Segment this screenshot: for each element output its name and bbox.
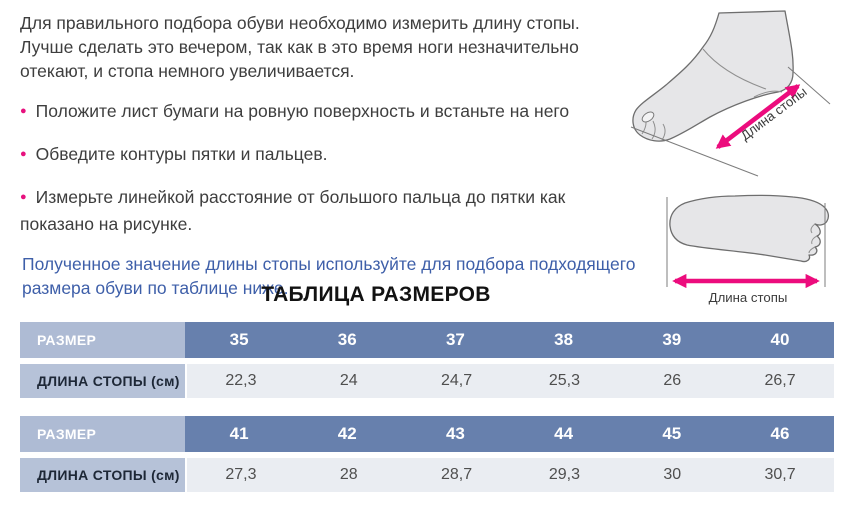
size-cell: 44 bbox=[509, 416, 618, 452]
foot-outline bbox=[632, 10, 794, 142]
list-item-text: Измерьте линейкой расстояние от большого… bbox=[20, 187, 566, 234]
length-cell: 24 bbox=[294, 364, 403, 398]
toenail bbox=[641, 111, 655, 123]
size-table-35-40: РАЗМЕР 35 36 37 38 39 40 ДЛИНА СТОПЫ (см… bbox=[20, 322, 835, 398]
bullet-icon: ● bbox=[20, 191, 27, 203]
length-cell: 29,3 bbox=[510, 458, 619, 492]
length-cell: 26,7 bbox=[726, 364, 834, 398]
bullet-icon: ● bbox=[20, 148, 27, 160]
foot-side-figure: Длина стопы bbox=[618, 5, 849, 185]
instructions-column: Для правильного подбора обуви необходимо… bbox=[20, 11, 652, 300]
list-item-text: Положите лист бумаги на ровную поверхнос… bbox=[35, 101, 570, 121]
size-cell: 38 bbox=[509, 322, 618, 358]
length-cell: 30,7 bbox=[726, 458, 834, 492]
size-header-row: РАЗМЕР 35 36 37 38 39 40 bbox=[20, 322, 835, 358]
length-cell: 28 bbox=[294, 458, 403, 492]
list-item-text: Обведите контуры пятки и пальцев. bbox=[35, 144, 328, 164]
note-paragraph: Полученное значение длины стопы использу… bbox=[22, 254, 636, 298]
length-cell: 27,3 bbox=[187, 458, 295, 492]
size-table-41-46: РАЗМЕР 41 42 43 44 45 46 ДЛИНА СТОПЫ (см… bbox=[20, 416, 835, 492]
list-item: ● Положите лист бумаги на ровную поверхно… bbox=[20, 99, 652, 126]
length-row: ДЛИНА СТОПЫ (см) 27,3 28 28,7 29,3 30 30… bbox=[20, 458, 834, 492]
size-table-title: ТАБЛИЦА РАЗМЕРОВ bbox=[261, 283, 491, 306]
size-cell: 39 bbox=[617, 322, 726, 358]
length-cell: 25,3 bbox=[510, 364, 619, 398]
size-cell: 43 bbox=[401, 416, 510, 452]
size-row-label: РАЗМЕР bbox=[20, 416, 185, 452]
size-header-row: РАЗМЕР 41 42 43 44 45 46 bbox=[20, 416, 835, 452]
intro-paragraph: Для правильного подбора обуви необходимо… bbox=[20, 13, 580, 81]
size-cell: 40 bbox=[725, 322, 835, 358]
foot-sole-figure: Длина стопы bbox=[653, 183, 849, 312]
size-cell: 35 bbox=[185, 322, 294, 358]
size-cell: 46 bbox=[725, 416, 835, 452]
size-cell: 41 bbox=[185, 416, 294, 452]
size-cell: 45 bbox=[617, 416, 726, 452]
measure-arrow-icon bbox=[715, 84, 801, 149]
bullet-icon: ● bbox=[20, 105, 27, 117]
foot-sole-illustration-icon: Длина стопы bbox=[666, 194, 830, 305]
length-cell: 22,3 bbox=[187, 364, 295, 398]
size-cell: 42 bbox=[293, 416, 402, 452]
extension-line-toe bbox=[630, 126, 759, 177]
toe-lines bbox=[808, 223, 818, 254]
list-item: ● Измерьте линейкой расстояние от большог… bbox=[20, 185, 652, 236]
length-row: ДЛИНА СТОПЫ (см) 22,3 24 24,7 25,3 26 26… bbox=[20, 364, 834, 398]
instruction-list: ● Положите лист бумаги на ровную поверхно… bbox=[20, 99, 652, 236]
foot-length-label: Длина стопы bbox=[709, 290, 788, 305]
length-cell: 26 bbox=[618, 364, 727, 398]
length-cell: 30 bbox=[618, 458, 727, 492]
length-row-label: ДЛИНА СТОПЫ (см) bbox=[20, 458, 185, 492]
length-cell: 24,7 bbox=[402, 364, 511, 398]
length-row-label: ДЛИНА СТОПЫ (см) bbox=[20, 364, 185, 398]
size-row-label: РАЗМЕР bbox=[20, 322, 185, 358]
foot-sole-outline bbox=[669, 194, 830, 263]
size-cell: 37 bbox=[401, 322, 510, 358]
list-item: ● Обведите контуры пятки и пальцев. bbox=[20, 142, 652, 169]
size-cell: 36 bbox=[293, 322, 402, 358]
length-cell: 28,7 bbox=[402, 458, 511, 492]
foot-side-illustration-icon: Длина стопы bbox=[630, 10, 831, 177]
extension-line-heel bbox=[787, 66, 831, 105]
